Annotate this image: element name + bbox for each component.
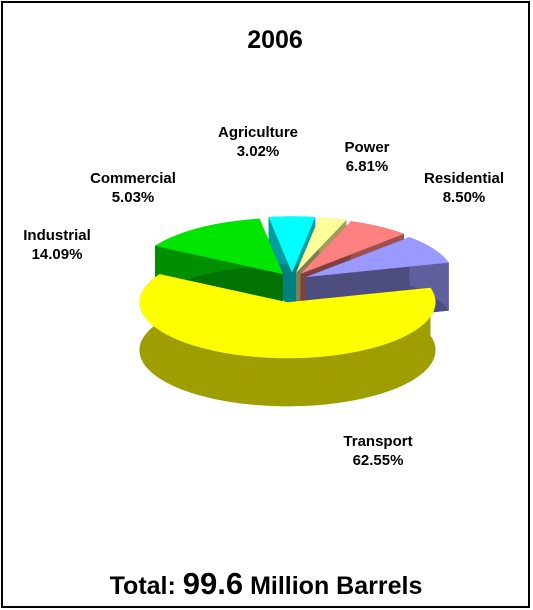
slice	[139, 274, 436, 359]
slice-label: Agriculture	[218, 124, 298, 141]
slice	[300, 221, 405, 274]
pie	[139, 216, 449, 407]
slice-value-label: 62.55%	[353, 452, 404, 469]
slice-group	[139, 274, 436, 407]
slice-value-label: 6.81%	[346, 158, 389, 175]
slice	[305, 237, 449, 278]
slice-value-label: 3.02%	[237, 143, 280, 160]
footer: Total: 99.6 Million Barrels	[110, 566, 423, 601]
footer-value: 99.6	[183, 566, 243, 601]
slice-value-label: 5.03%	[112, 189, 155, 206]
slice-outer-wall	[139, 274, 436, 407]
slice	[295, 217, 347, 273]
slice-value-label: 14.09%	[32, 246, 83, 263]
slice	[155, 218, 283, 275]
footer-suffix: Million Barrels	[250, 572, 422, 600]
chart-title: 2006	[247, 26, 303, 54]
footer-prefix: Total:	[110, 572, 176, 600]
slice-label: Residential	[424, 170, 504, 187]
slice-label: Transport	[343, 433, 412, 450]
slice-label: Power	[344, 139, 389, 156]
slice-value-label: 8.50%	[443, 189, 486, 206]
slice	[268, 216, 316, 273]
slice-label: Industrial	[23, 227, 91, 244]
slice-label: Commercial	[90, 170, 176, 187]
